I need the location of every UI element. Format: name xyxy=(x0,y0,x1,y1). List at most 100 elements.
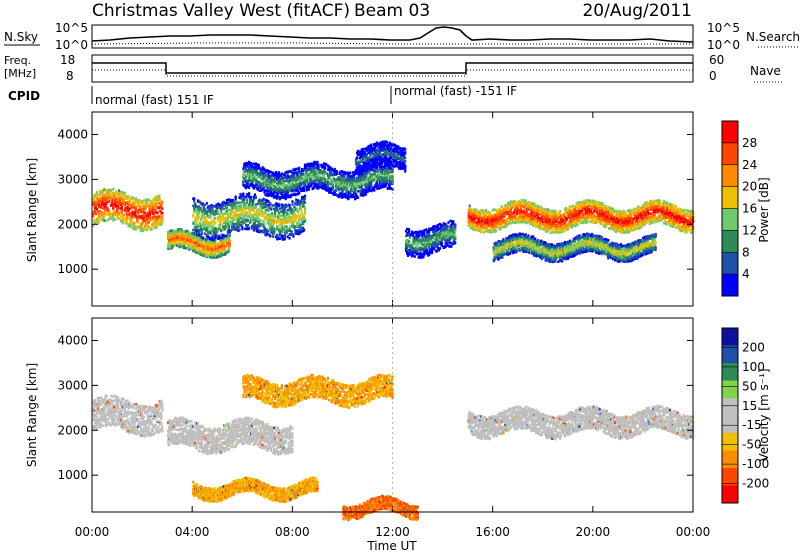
power-cell xyxy=(284,236,286,239)
power-cell xyxy=(394,153,396,156)
power-cell xyxy=(390,171,392,174)
power-cell xyxy=(354,190,356,193)
power-cell xyxy=(104,219,106,222)
power-cell xyxy=(297,229,299,232)
power-cell xyxy=(279,237,281,240)
power-cell xyxy=(209,237,211,240)
power-cell xyxy=(229,240,231,243)
power-cell xyxy=(200,218,202,221)
power-cell xyxy=(406,228,408,231)
power-cell xyxy=(244,178,246,181)
power-cell xyxy=(212,238,214,241)
power-cell xyxy=(299,215,301,218)
power-cell xyxy=(376,187,378,190)
power-cell xyxy=(105,194,107,197)
power-cell xyxy=(296,179,298,182)
power-cell xyxy=(185,247,187,250)
power-cell xyxy=(366,154,368,157)
power-cell xyxy=(404,152,406,155)
power-cell xyxy=(417,244,419,247)
power-cell xyxy=(99,210,101,213)
power-cell xyxy=(105,213,107,216)
power-cell xyxy=(220,229,222,232)
power-cell xyxy=(211,245,213,248)
cpid-label: CPID xyxy=(8,89,40,103)
power-cell xyxy=(305,167,307,170)
power-cell xyxy=(388,175,390,178)
power-cell xyxy=(251,217,253,220)
power-cell xyxy=(196,252,198,255)
power-cell xyxy=(373,156,375,159)
power-cell xyxy=(377,185,379,188)
power-cell xyxy=(289,204,291,207)
power-cell xyxy=(206,202,208,205)
power-cell xyxy=(258,164,260,167)
power-cell xyxy=(408,228,410,231)
power-cell xyxy=(207,231,209,234)
power-cell xyxy=(261,209,263,212)
power-cell xyxy=(433,247,435,250)
power-cell xyxy=(368,189,370,192)
power-cell xyxy=(172,245,174,248)
power-cell xyxy=(152,203,154,206)
power-cell xyxy=(326,189,328,192)
power-cell xyxy=(324,167,326,170)
power-cell xyxy=(240,193,242,196)
power-cell xyxy=(184,245,186,248)
power-cell xyxy=(312,181,314,184)
power-cell xyxy=(302,203,304,206)
power-cell xyxy=(386,153,388,156)
power-cell xyxy=(210,232,212,235)
power-cell xyxy=(210,215,212,218)
power-cell xyxy=(116,192,118,195)
freq-label-line2: [MHz] xyxy=(4,67,36,80)
power-cell xyxy=(274,180,276,183)
power-cell xyxy=(270,171,272,174)
power-cell xyxy=(281,172,283,175)
power-cell xyxy=(101,206,103,209)
power-cell xyxy=(96,191,98,194)
power-cell xyxy=(151,228,153,231)
power-cell xyxy=(255,203,257,206)
power-cell xyxy=(264,175,266,178)
power-cell xyxy=(255,197,257,200)
power-cell xyxy=(276,207,278,210)
power-cell xyxy=(199,229,201,232)
power-cell xyxy=(218,246,220,249)
power-cell xyxy=(112,188,114,191)
power-cell xyxy=(160,205,162,208)
power-cell xyxy=(262,178,264,181)
power-cell xyxy=(263,199,265,202)
power-cell xyxy=(188,231,190,234)
power-cell xyxy=(245,214,247,217)
power-cell xyxy=(233,226,235,229)
power-cell xyxy=(323,174,325,177)
power-cell xyxy=(233,211,235,214)
power-cell xyxy=(258,208,260,211)
power-cell xyxy=(352,195,354,198)
power-cell xyxy=(404,164,406,167)
power-cell xyxy=(235,198,237,201)
power-cell xyxy=(365,193,367,196)
power-cell xyxy=(376,182,378,185)
power-cell xyxy=(129,207,131,210)
power-cell xyxy=(346,188,348,191)
power-cell xyxy=(386,141,388,144)
power-cell xyxy=(227,217,229,220)
power-cell xyxy=(263,222,265,225)
power-cell xyxy=(196,220,198,223)
power-cell xyxy=(204,204,206,207)
nsearch-trace xyxy=(92,43,693,44)
power-cell xyxy=(219,204,221,207)
power-cell xyxy=(120,197,122,200)
power-cell xyxy=(146,202,148,205)
power-cell xyxy=(418,233,420,236)
power-cell xyxy=(373,179,375,182)
power-cell xyxy=(417,249,419,252)
power-cell xyxy=(347,185,349,188)
power-cell xyxy=(104,212,106,215)
power-cell xyxy=(431,244,433,247)
power-cell xyxy=(286,205,288,208)
power-cell xyxy=(303,229,305,232)
power-cell xyxy=(337,186,339,189)
